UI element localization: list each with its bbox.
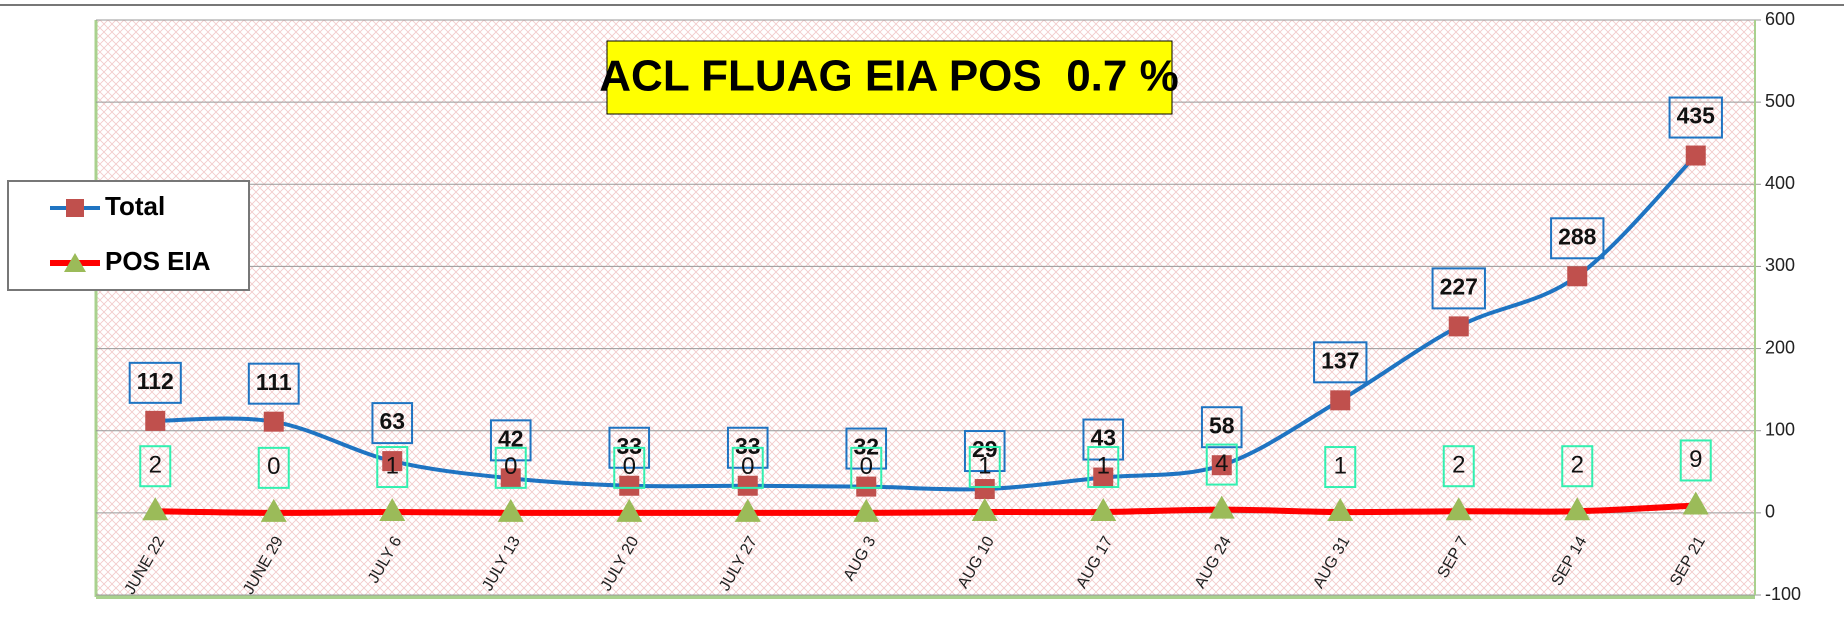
data-label: 0 — [741, 453, 754, 480]
data-label-box — [608, 426, 651, 469]
data-label-box — [371, 402, 414, 445]
marker — [379, 498, 406, 522]
y-tick-label: 200 — [1765, 337, 1795, 357]
data-label: 63 — [379, 408, 405, 434]
data-label-box — [963, 430, 1006, 473]
title-box — [606, 40, 1173, 115]
marker — [971, 498, 998, 522]
legend-marker — [64, 253, 86, 272]
y-tick-label: -100 — [1765, 584, 1801, 604]
marker — [1448, 316, 1469, 337]
series-line — [155, 502, 1696, 516]
marker — [1682, 491, 1709, 515]
data-label-box — [1200, 406, 1243, 449]
data-label-box — [1082, 418, 1125, 461]
data-label: 0 — [504, 453, 517, 480]
data-label: 0 — [860, 453, 873, 480]
marker — [263, 411, 284, 432]
data-label-box — [1431, 267, 1486, 310]
data-label-box — [257, 446, 290, 489]
marker — [856, 476, 877, 497]
marker — [1093, 467, 1114, 488]
data-label: 112 — [137, 368, 174, 394]
data-label-box — [850, 446, 883, 489]
data-label-box — [613, 446, 646, 489]
y-tick-label: 400 — [1765, 173, 1795, 193]
marker — [1327, 498, 1354, 522]
data-label-box — [1313, 341, 1368, 384]
data-label: 227 — [1440, 273, 1478, 299]
marker — [1567, 266, 1588, 287]
data-label-box — [494, 446, 527, 489]
marker — [1685, 145, 1706, 166]
marker — [500, 468, 521, 489]
y-tick-label: 300 — [1765, 255, 1795, 275]
data-label-box — [128, 361, 182, 404]
marker — [1211, 455, 1232, 476]
marker — [145, 410, 166, 431]
marker — [1090, 498, 1117, 522]
legend-marker — [66, 199, 84, 217]
y-tick-label: 0 — [1765, 502, 1775, 522]
marker — [497, 498, 524, 522]
data-label: 2 — [1452, 452, 1465, 479]
data-label-box — [1668, 96, 1723, 139]
data-label-box — [1205, 443, 1238, 486]
data-label: 58 — [1209, 412, 1235, 438]
data-label: 288 — [1558, 223, 1597, 249]
marker — [1445, 497, 1472, 521]
marker — [142, 497, 169, 521]
marker — [734, 498, 761, 522]
data-label: 1 — [1097, 452, 1110, 479]
data-label-box — [731, 446, 764, 489]
data-label-box — [489, 419, 532, 462]
data-label: 2 — [1571, 452, 1584, 479]
data-label: 4 — [1215, 450, 1228, 477]
legend-label: Total — [105, 191, 165, 221]
legend-label: POS EIA — [105, 246, 211, 276]
data-label-box — [968, 446, 1001, 489]
data-label: 0 — [623, 453, 636, 480]
data-label: 435 — [1677, 103, 1716, 129]
data-label: 2 — [149, 452, 162, 479]
data-label-box — [139, 445, 172, 488]
marker — [737, 475, 758, 496]
marker — [974, 479, 995, 500]
y-tick-label: 600 — [1765, 9, 1795, 29]
legend-box — [7, 180, 250, 291]
data-label-box — [1550, 217, 1605, 260]
data-label-box — [1087, 446, 1120, 489]
chart-title: ACL FLUAG EIA POS 0.7 % — [599, 52, 1178, 101]
data-label: 137 — [1321, 347, 1359, 373]
data-label-box — [247, 362, 300, 405]
data-label-box — [1442, 445, 1475, 488]
marker — [382, 451, 403, 472]
data-label: 1 — [386, 452, 399, 479]
data-label: 111 — [256, 369, 292, 395]
marker — [619, 475, 640, 496]
data-label: 33 — [616, 433, 642, 459]
y-tick-label: 100 — [1765, 419, 1795, 439]
data-label-box — [726, 426, 769, 469]
data-label-box — [1324, 446, 1357, 489]
marker — [260, 498, 287, 522]
data-label: 1 — [978, 452, 991, 479]
marker — [616, 498, 643, 522]
data-label: 9 — [1689, 446, 1702, 473]
y-tick-label: 500 — [1765, 91, 1795, 111]
data-label-box — [845, 427, 888, 470]
data-label: 0 — [267, 453, 280, 480]
data-label-box — [1561, 445, 1594, 488]
data-label: 33 — [735, 433, 761, 459]
marker — [1208, 495, 1235, 519]
marker — [1564, 497, 1591, 521]
data-label-box — [376, 446, 409, 489]
data-label: 1 — [1334, 452, 1347, 479]
data-label-box — [1679, 439, 1712, 482]
marker — [1330, 390, 1351, 411]
data-label: 32 — [853, 434, 879, 460]
marker — [853, 498, 880, 522]
data-label: 29 — [972, 436, 998, 462]
